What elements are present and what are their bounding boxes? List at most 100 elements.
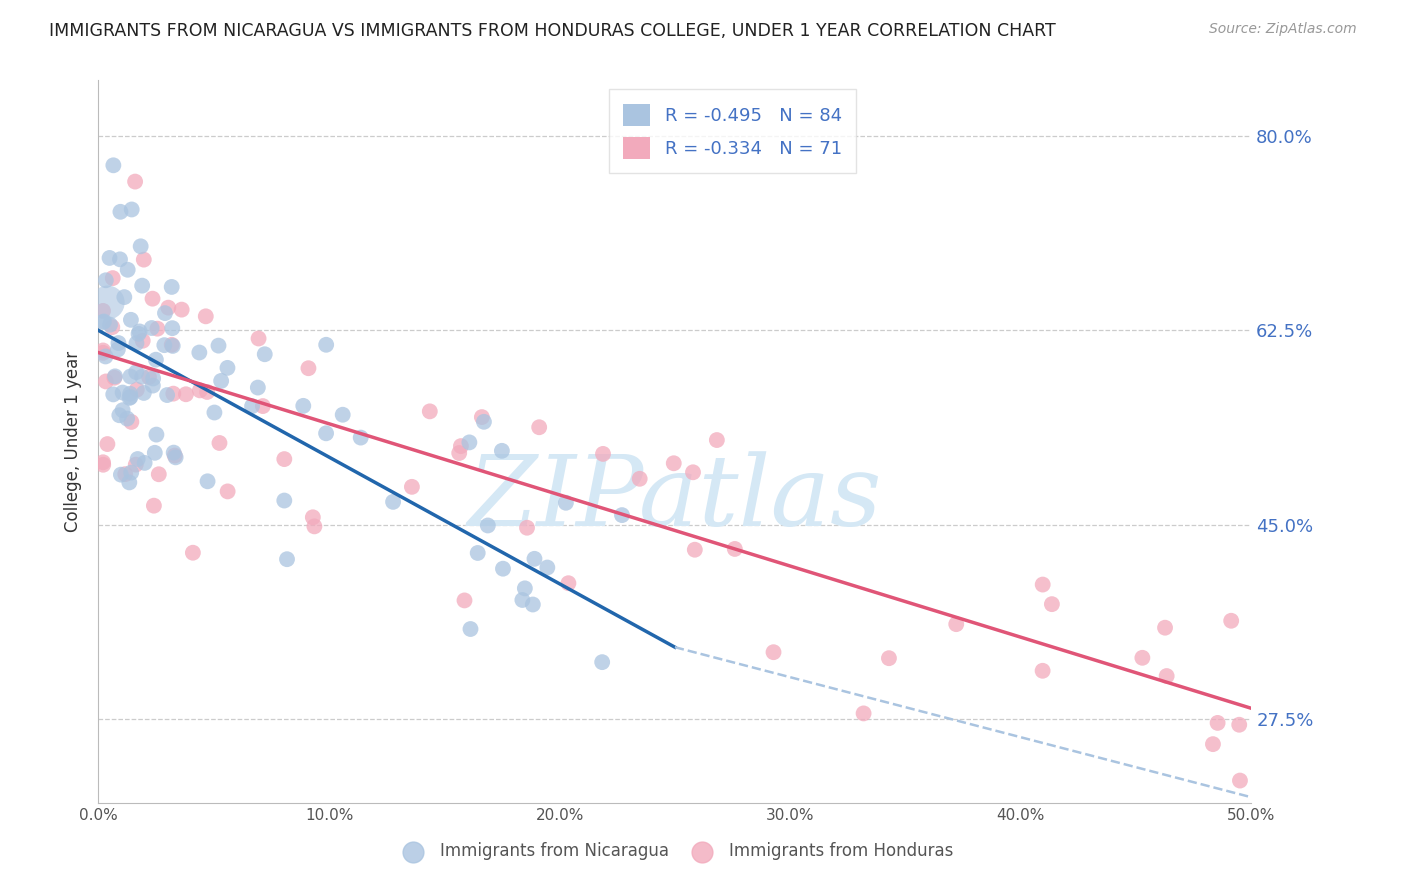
Point	[449, 446, 471, 460]
Point	[103, 158, 125, 172]
Point	[557, 576, 579, 591]
Point	[157, 301, 180, 315]
Point	[332, 408, 354, 422]
Point	[107, 336, 129, 351]
Point	[628, 472, 651, 486]
Point	[91, 343, 114, 358]
Legend: Immigrants from Nicaragua, Immigrants from Honduras: Immigrants from Nicaragua, Immigrants fr…	[389, 836, 960, 867]
Point	[273, 452, 295, 467]
Point	[513, 582, 536, 596]
Point	[134, 456, 156, 470]
Point	[292, 399, 315, 413]
Point	[141, 292, 163, 306]
Point	[120, 415, 142, 429]
Point	[142, 371, 165, 385]
Point	[120, 386, 142, 401]
Point	[163, 449, 186, 463]
Point	[302, 510, 325, 524]
Point	[138, 370, 160, 384]
Point	[132, 334, 155, 348]
Point	[683, 542, 706, 557]
Point	[91, 315, 114, 329]
Point	[458, 435, 481, 450]
Point	[1206, 715, 1229, 730]
Point	[120, 390, 142, 404]
Point	[181, 546, 204, 560]
Point	[104, 369, 127, 384]
Point	[125, 365, 148, 379]
Point	[125, 383, 148, 397]
Point	[141, 321, 163, 335]
Point	[110, 204, 132, 219]
Point	[610, 508, 633, 522]
Point	[131, 278, 153, 293]
Point	[450, 439, 472, 453]
Point	[207, 338, 229, 352]
Point	[163, 445, 186, 459]
Point	[315, 426, 337, 441]
Point	[160, 338, 183, 352]
Point	[662, 456, 685, 470]
Point	[204, 405, 226, 419]
Point	[591, 655, 613, 669]
Point	[91, 304, 114, 318]
Point	[195, 384, 218, 399]
Point	[273, 493, 295, 508]
Point	[146, 321, 169, 335]
Point	[111, 403, 134, 417]
Point	[110, 467, 132, 482]
Point	[401, 480, 423, 494]
Point	[188, 345, 211, 359]
Point	[453, 593, 475, 607]
Point	[128, 326, 150, 341]
Point	[153, 306, 176, 320]
Point	[128, 325, 150, 339]
Point	[98, 318, 121, 332]
Point	[240, 399, 263, 413]
Point	[304, 519, 326, 533]
Point	[142, 378, 165, 392]
Point	[96, 437, 118, 451]
Point	[592, 447, 614, 461]
Point	[247, 331, 270, 345]
Point	[491, 443, 513, 458]
Point	[252, 399, 274, 413]
Text: IMMIGRANTS FROM NICARAGUA VS IMMIGRANTS FROM HONDURAS COLLEGE, UNDER 1 YEAR CORR: IMMIGRANTS FROM NICARAGUA VS IMMIGRANTS …	[49, 22, 1056, 40]
Point	[419, 404, 441, 418]
Point	[97, 295, 120, 310]
Point	[522, 598, 544, 612]
Point	[165, 450, 187, 465]
Point	[217, 484, 239, 499]
Point	[460, 622, 482, 636]
Point	[117, 262, 139, 277]
Point	[94, 350, 117, 364]
Point	[554, 496, 576, 510]
Point	[472, 415, 495, 429]
Point	[108, 409, 131, 423]
Point	[112, 290, 135, 304]
Point	[253, 347, 276, 361]
Point	[467, 546, 489, 560]
Point	[160, 280, 183, 294]
Point	[174, 387, 197, 401]
Point	[315, 338, 337, 352]
Point	[512, 593, 534, 607]
Point	[114, 467, 136, 482]
Point	[91, 455, 114, 469]
Point	[142, 499, 165, 513]
Point	[1227, 717, 1250, 731]
Point	[945, 617, 967, 632]
Point	[91, 458, 114, 472]
Point	[108, 252, 131, 267]
Point	[125, 336, 148, 351]
Point	[120, 466, 142, 480]
Point	[91, 346, 114, 360]
Point	[706, 433, 728, 447]
Point	[162, 321, 184, 335]
Point	[121, 202, 143, 217]
Point	[148, 467, 170, 482]
Point	[103, 387, 125, 401]
Point	[492, 562, 515, 576]
Point	[94, 375, 117, 389]
Point	[217, 360, 239, 375]
